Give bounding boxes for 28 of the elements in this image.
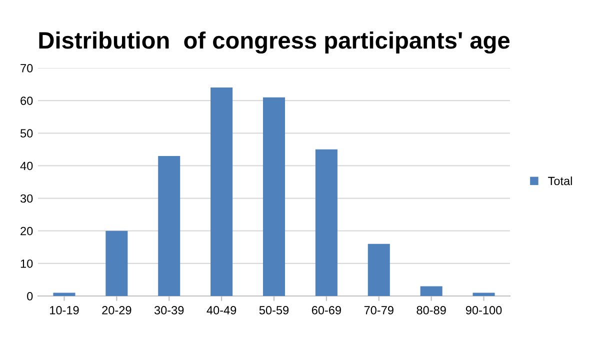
x-tick-label: 60-69 (312, 306, 341, 314)
y-tick-label: 10 (20, 259, 33, 268)
y-tick-label: 20 (20, 226, 33, 236)
x-tick-label: 80-89 (416, 306, 446, 314)
x-tick-label: 50-59 (259, 306, 289, 314)
bar (106, 230, 128, 296)
bar (210, 88, 233, 296)
bar (420, 286, 442, 296)
bar (262, 97, 286, 296)
y-tick-label: 70 (20, 64, 33, 72)
x-tick-label: 70-79 (364, 306, 394, 314)
bar (158, 156, 180, 296)
x-tick-label: 20-29 (102, 306, 132, 314)
y-tick-label: 30 (20, 194, 33, 203)
bar (315, 149, 338, 296)
y-tick-label: 0 (27, 292, 33, 300)
x-tick-label: 10-19 (50, 306, 79, 314)
chart-title: Distribution of congress participants' age (39, 31, 510, 54)
x-tick-label: 30-39 (154, 306, 184, 314)
bar (53, 292, 76, 296)
x-tick-label: 90-100 (466, 306, 502, 314)
bar (368, 244, 390, 296)
x-tick-label: 40-49 (206, 306, 236, 314)
y-tick-label: 50 (20, 129, 33, 138)
y-tick-label: 60 (20, 96, 33, 105)
y-tick-label: 40 (20, 162, 33, 170)
bar (472, 292, 495, 296)
legend-label: Total (548, 176, 572, 186)
